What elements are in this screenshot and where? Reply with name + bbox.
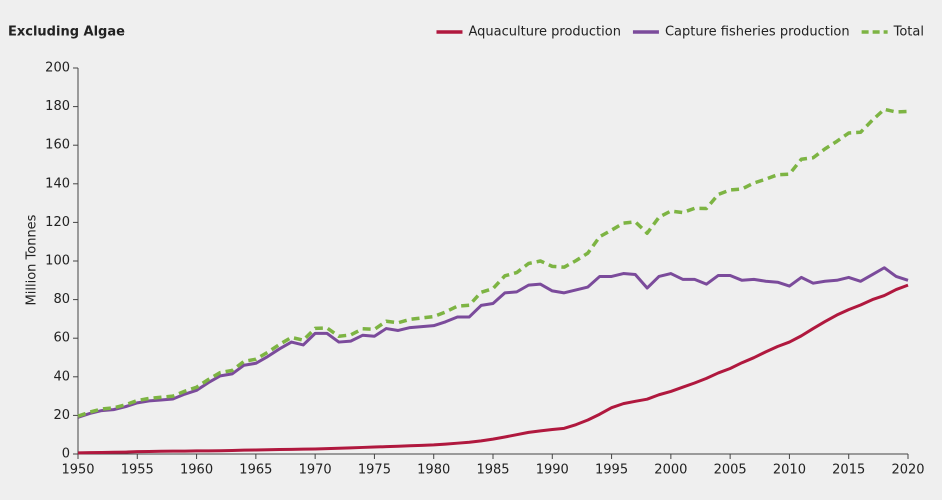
series-line [77,107,909,418]
x-tick-label: 1995 [595,463,628,478]
y-tick-label: 180 [45,99,70,114]
legend-label: Aquaculture production [468,25,620,40]
x-tick-label: 2000 [654,463,687,478]
x-tick-label: 2010 [773,463,806,478]
y-axis-label: Million Tonnes [25,214,40,305]
x-tick-label: 1990 [536,463,569,478]
y-tick-label: 200 [45,61,70,76]
series-line [77,283,909,455]
x-tick-label: 1985 [476,463,509,478]
x-tick-label: 2020 [891,463,924,478]
x-tick-label: 1970 [299,463,332,478]
legend-label: Capture fisheries production [665,25,850,40]
y-tick-label: 40 [53,369,70,384]
x-tick-label: 1975 [358,463,391,478]
x-tick-label: 2005 [714,463,747,478]
x-tick-label: 2015 [832,463,865,478]
x-tick-label: 1980 [417,463,450,478]
chart-title: Excluding Algae [8,25,125,40]
y-tick-label: 0 [62,447,70,462]
y-tick-label: 20 [53,408,70,423]
y-tick-label: 80 [53,292,70,307]
y-tick-label: 120 [45,215,70,230]
x-tick-label: 1965 [239,463,272,478]
y-tick-label: 160 [45,138,70,153]
legend-label: Total [893,25,924,40]
x-tick-label: 1960 [180,463,213,478]
y-tick-label: 140 [45,176,70,191]
y-tick-label: 100 [45,254,70,269]
x-tick-label: 1950 [61,463,94,478]
y-tick-label: 60 [53,331,70,346]
series-line [77,266,909,419]
x-tick-label: 1955 [121,463,154,478]
